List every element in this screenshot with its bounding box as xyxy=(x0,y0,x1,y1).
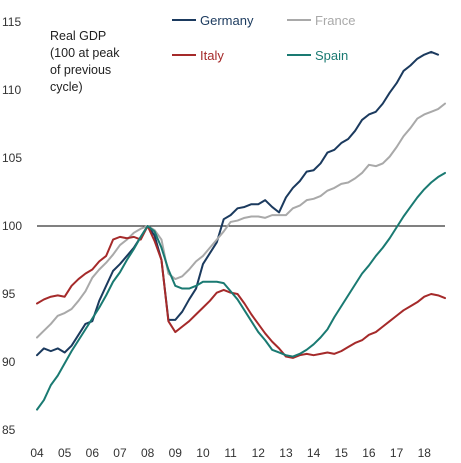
series-lines xyxy=(36,50,446,411)
y-tick-label: 110 xyxy=(2,83,21,97)
legend-label-italy: Italy xyxy=(200,48,224,63)
y-tick-label: 115 xyxy=(2,15,21,29)
legend-label-france: France xyxy=(315,13,355,28)
y-axis-label: Real GDP (100 at peak of previous cycle) xyxy=(50,29,123,94)
x-tick-label: 16 xyxy=(362,446,376,460)
x-tick-label: 18 xyxy=(418,446,432,460)
y-axis-label-line: (100 at peak xyxy=(50,46,120,60)
series-line-spain xyxy=(36,171,446,411)
y-tick-label: 100 xyxy=(2,219,22,233)
legend: Germany France Italy Spain xyxy=(172,13,355,63)
y-axis-label-line: Real GDP xyxy=(50,29,106,43)
x-tick-label: 08 xyxy=(141,446,155,460)
y-tick-label: 85 xyxy=(2,423,16,437)
x-axis-ticks: 04 05 06 07 08 09 10 11 12 13 14 15 16 17 18 xyxy=(30,446,431,460)
series-line-france xyxy=(36,102,446,339)
y-tick-label: 90 xyxy=(2,355,16,369)
legend-label-spain: Spain xyxy=(315,48,348,63)
x-tick-label: 11 xyxy=(224,446,237,460)
y-axis-label-line: of previous xyxy=(50,63,111,77)
x-tick-label: 07 xyxy=(113,446,127,460)
series-line-italy xyxy=(36,225,446,359)
x-tick-label: 13 xyxy=(279,446,293,460)
y-axis-ticks: 85 90 95 100 105 110 115 xyxy=(2,15,22,437)
x-tick-label: 15 xyxy=(335,446,349,460)
y-tick-label: 105 xyxy=(2,151,22,165)
x-tick-label: 09 xyxy=(169,446,183,460)
series-line-germany xyxy=(36,50,440,357)
x-tick-label: 06 xyxy=(86,446,100,460)
x-tick-label: 10 xyxy=(196,446,210,460)
x-tick-label: 17 xyxy=(390,446,404,460)
legend-label-germany: Germany xyxy=(200,13,254,28)
x-tick-label: 14 xyxy=(307,446,321,460)
x-tick-label: 12 xyxy=(252,446,266,460)
y-tick-label: 95 xyxy=(2,287,16,301)
x-tick-label: 04 xyxy=(30,446,44,460)
y-axis-label-line: cycle) xyxy=(50,80,83,94)
x-tick-label: 05 xyxy=(58,446,72,460)
